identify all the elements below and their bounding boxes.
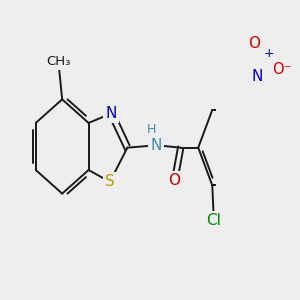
Text: N: N bbox=[151, 138, 162, 153]
Text: N: N bbox=[251, 69, 263, 84]
Text: +: + bbox=[264, 47, 275, 60]
Text: CH₃: CH₃ bbox=[46, 55, 70, 68]
Text: O⁻: O⁻ bbox=[272, 62, 291, 77]
Text: Cl: Cl bbox=[206, 213, 221, 228]
Text: H: H bbox=[147, 124, 157, 136]
Text: O: O bbox=[248, 36, 260, 51]
Text: N: N bbox=[106, 106, 117, 121]
Text: O: O bbox=[169, 173, 181, 188]
Text: S: S bbox=[105, 174, 115, 189]
